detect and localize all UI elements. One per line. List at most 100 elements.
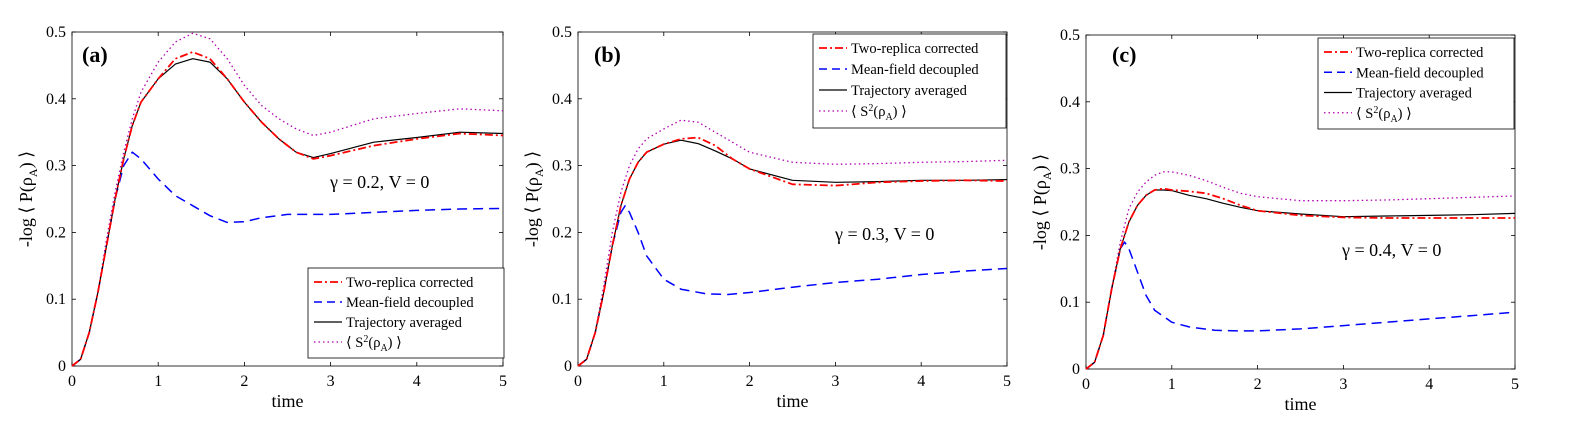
x-tick-label: 5 bbox=[499, 373, 507, 390]
legend-entry-label-part: (ρ bbox=[368, 335, 380, 351]
plot-frame bbox=[577, 31, 1008, 367]
y-tick-label: 0.5 bbox=[1060, 27, 1080, 44]
y-axis-label-sub: A bbox=[532, 168, 546, 177]
parameter-annotation: γ = 0.2, V = 0 bbox=[329, 172, 429, 192]
x-tick-label: 1 bbox=[1168, 376, 1176, 393]
legend-entry-label: Two-replica corrected bbox=[851, 41, 979, 57]
x-tick-label: 0 bbox=[1082, 376, 1090, 393]
x-tick-label: 2 bbox=[746, 373, 754, 390]
legend: Two-replica corrected Mean-field decouple… bbox=[307, 267, 505, 359]
x-axis-label: time bbox=[777, 391, 809, 411]
y-axis-label: -log ⟨ P(ρA) ⟩ bbox=[1030, 154, 1054, 250]
x-tick-label: 2 bbox=[1254, 376, 1262, 393]
x-tick-label: 3 bbox=[327, 373, 335, 390]
x-tick-label: 1 bbox=[660, 373, 668, 390]
series-line-dashdot bbox=[577, 136, 1008, 367]
legend-entry-label-part: 2 bbox=[1373, 105, 1378, 116]
x-tick-label: 5 bbox=[1003, 373, 1011, 390]
series-line-dotted bbox=[71, 32, 504, 367]
legend-box bbox=[307, 267, 505, 359]
legend-entry-label-part: A bbox=[380, 343, 388, 354]
y-axis-label-tail: ) ⟩ bbox=[16, 151, 37, 169]
legend-entry-label: Trajectory averaged bbox=[851, 83, 968, 99]
y-tick-label: 0.3 bbox=[46, 158, 66, 175]
legend-entry-label: ⟨ S2(ρA) ⟩ bbox=[851, 103, 907, 123]
y-tick-label: 0.3 bbox=[552, 158, 572, 175]
legend-entry-label: Two-replica corrected bbox=[346, 275, 474, 291]
series-line-dashed bbox=[1085, 241, 1516, 370]
y-axis-label-main: -log ⟨ P(ρ bbox=[1030, 180, 1051, 250]
legend-entry-label: Mean-field decoupled bbox=[851, 62, 979, 78]
x-tick-label: 0 bbox=[574, 373, 582, 390]
y-tick-label: 0 bbox=[58, 358, 66, 375]
y-tick-label: 0 bbox=[564, 358, 572, 375]
legend-entry-label-part: A bbox=[1390, 114, 1398, 125]
x-tick-label: 2 bbox=[240, 373, 248, 390]
legend-box bbox=[1317, 37, 1515, 130]
y-axis-label-sub: A bbox=[1040, 171, 1054, 180]
x-tick-label: 5 bbox=[1511, 376, 1519, 393]
panel-label: (a) bbox=[82, 42, 108, 67]
series-line-dashdot bbox=[71, 51, 504, 367]
legend-entry-label: Trajectory averaged bbox=[346, 315, 463, 331]
x-axis-label: time bbox=[272, 391, 304, 411]
y-tick-label: 0.5 bbox=[552, 24, 572, 41]
legend-entry-label: ⟨ S2(ρA) ⟩ bbox=[346, 334, 402, 354]
y-tick-label: 0 bbox=[1072, 361, 1080, 378]
legend-entry-label-part: ⟨ S bbox=[851, 104, 868, 120]
y-tick-label: 0.5 bbox=[46, 24, 66, 41]
y-tick-label: 0.1 bbox=[1060, 294, 1080, 311]
y-tick-label: 0.1 bbox=[552, 291, 572, 308]
legend-entry-label: ⟨ S2(ρA) ⟩ bbox=[1356, 105, 1412, 125]
plot-frame bbox=[1085, 34, 1516, 370]
legend-box bbox=[812, 33, 1007, 129]
x-tick-label: 1 bbox=[154, 373, 162, 390]
legend-entry-label-part: 2 bbox=[868, 103, 873, 114]
legend: Two-replica corrected Mean-field decouple… bbox=[812, 33, 1007, 129]
legend-entry-label-part: (ρ bbox=[1378, 106, 1390, 122]
y-axis-label-sub: A bbox=[26, 168, 40, 177]
series-line-solid bbox=[577, 139, 1008, 367]
panel-label: (b) bbox=[594, 42, 621, 67]
series-line-dotted bbox=[577, 119, 1008, 367]
y-tick-label: 0.3 bbox=[1060, 161, 1080, 178]
legend-entry-label: Two-replica corrected bbox=[1356, 45, 1484, 61]
y-axis-label-tail: ) ⟩ bbox=[522, 151, 543, 169]
y-axis-label: -log ⟨ P(ρA) ⟩ bbox=[522, 151, 546, 247]
y-axis-label: -log ⟨ P(ρA) ⟩ bbox=[16, 151, 40, 247]
y-tick-label: 0.2 bbox=[552, 224, 572, 241]
legend-entry-label-part: 2 bbox=[363, 334, 368, 345]
legend-entry-label-part: ⟨ S bbox=[1356, 106, 1373, 122]
x-tick-label: 4 bbox=[413, 373, 421, 390]
series-line-dashed bbox=[577, 204, 1008, 367]
legend-entry-label-part: ) ⟩ bbox=[1398, 106, 1412, 122]
legend-entry-label-part: ⟨ S bbox=[346, 335, 363, 351]
series-line-dashdot bbox=[1085, 187, 1515, 370]
legend-entry-label-part: ) ⟩ bbox=[388, 335, 402, 351]
legend-entry-label-part: A bbox=[885, 112, 893, 123]
legend-entry-label: Trajectory averaged bbox=[1356, 86, 1473, 102]
legend: Two-replica corrected Mean-field decouple… bbox=[1317, 37, 1515, 130]
y-axis-label-tail: ) ⟩ bbox=[1030, 154, 1051, 172]
x-tick-label: 4 bbox=[1425, 376, 1433, 393]
x-tick-label: 3 bbox=[831, 373, 839, 390]
x-tick-label: 4 bbox=[917, 373, 925, 390]
plot-frame bbox=[71, 31, 504, 367]
x-tick-label: 0 bbox=[68, 373, 76, 390]
y-axis-label-main: -log ⟨ P(ρ bbox=[16, 177, 37, 247]
y-tick-label: 0.4 bbox=[46, 91, 66, 108]
series-line-solid bbox=[1085, 189, 1516, 370]
y-tick-label: 0.2 bbox=[1060, 227, 1080, 244]
y-tick-label: 0.2 bbox=[46, 224, 66, 241]
parameter-annotation: γ = 0.4, V = 0 bbox=[1341, 240, 1441, 260]
legend-entry-label-part: (ρ bbox=[873, 104, 885, 120]
legend-entry-label: Mean-field decoupled bbox=[1356, 65, 1484, 81]
panel-label: (c) bbox=[1112, 42, 1136, 67]
legend-entry-label-part: ) ⟩ bbox=[893, 104, 907, 120]
x-tick-label: 3 bbox=[1339, 376, 1347, 393]
y-tick-label: 0.4 bbox=[1060, 94, 1080, 111]
y-tick-label: 0.4 bbox=[552, 91, 572, 108]
